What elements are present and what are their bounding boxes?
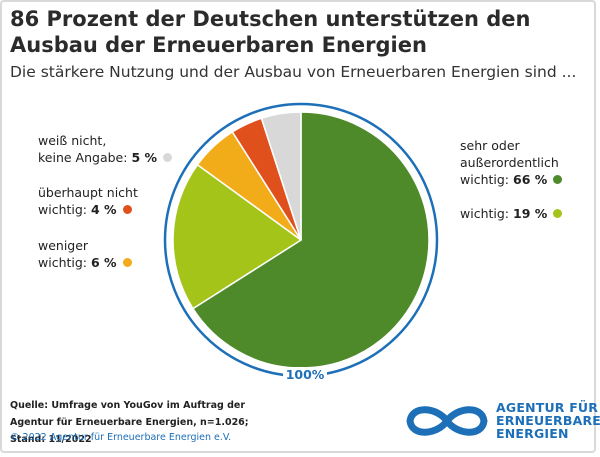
slice-label-line: keine Angabe: <box>38 150 128 165</box>
pie-slice-wichtig <box>172 163 303 310</box>
slice-color-dot <box>553 175 563 184</box>
slice-value: 6 % <box>91 255 117 270</box>
slice-label-line: wichtig: <box>460 172 510 187</box>
slice-label-wichtig: wichtig: 19 % <box>460 205 563 222</box>
slice-label-line: wichtig: <box>460 206 510 221</box>
copyright-note: © 2022 Agentur für Erneuerbare Energien … <box>10 432 232 443</box>
pie-slice-weiss-nicht <box>260 111 302 241</box>
slice-label-line: wichtig: <box>38 255 88 270</box>
logo-line: AGENTUR FÜR <box>496 400 599 415</box>
logo-line: ERNEUERBARE <box>496 413 600 428</box>
logo-line: ENERGIEN <box>496 426 569 441</box>
slice-label-line: sehr oder <box>460 138 520 153</box>
chart-title: 86 Prozent der Deutschen unterstützen de… <box>10 7 531 57</box>
infinity-logo-icon <box>406 406 488 436</box>
source-line: Agentur für Erneuerbare Energien, n=1.02… <box>10 417 249 445</box>
source-line: Quelle: Umfrage von YouGov im Auftrag de… <box>10 400 246 411</box>
source-note: Quelle: Umfrage von YouGov im Auftrag de… <box>10 397 270 448</box>
slice-value: 19 % <box>513 206 548 221</box>
slice-label-line: weniger <box>38 238 89 253</box>
slice-label-line: weiß nicht, <box>38 133 107 148</box>
slice-label-line: überhaupt nicht <box>38 185 138 200</box>
slice-label-line: wichtig: <box>38 202 88 217</box>
slice-value: 66 % <box>513 172 548 187</box>
slice-label-weiss-nicht: weiß nicht, keine Angabe: 5 % <box>38 132 173 166</box>
slice-color-dot <box>122 258 132 267</box>
slice-label-line: außerordentlich <box>460 155 559 170</box>
slice-value: 5 % <box>131 150 158 165</box>
slice-color-dot <box>553 209 563 218</box>
slice-label-sehr-wichtig: sehr oder außerordentlich wichtig: 66 % <box>460 137 563 188</box>
slice-color-dot <box>163 153 173 162</box>
pie-slice-sehr-wichtig <box>191 111 430 369</box>
slice-value: 4 % <box>91 202 117 217</box>
pie-total-label: 100% <box>283 367 327 382</box>
agency-logo-text: AGENTUR FÜR ERNEUERBARE ENERGIEN <box>496 401 600 440</box>
slice-label-weniger: weniger wichtig: 6 % <box>38 237 132 271</box>
chart-subtitle: Die stärkere Nutzung und der Ausbau von … <box>10 63 577 81</box>
slice-label-ueberhaupt-nicht: überhaupt nicht wichtig: 4 % <box>38 184 138 218</box>
slice-color-dot <box>122 205 132 214</box>
